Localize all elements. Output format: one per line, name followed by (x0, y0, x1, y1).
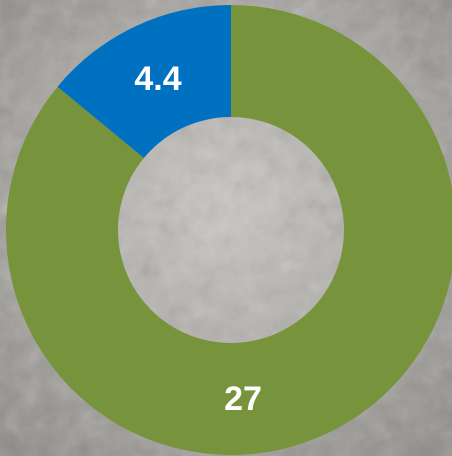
donut-segment (57, 5, 232, 159)
data-label: 27 (224, 380, 262, 418)
data-label: 4.4 (134, 60, 181, 98)
donut-segment (6, 5, 452, 455)
